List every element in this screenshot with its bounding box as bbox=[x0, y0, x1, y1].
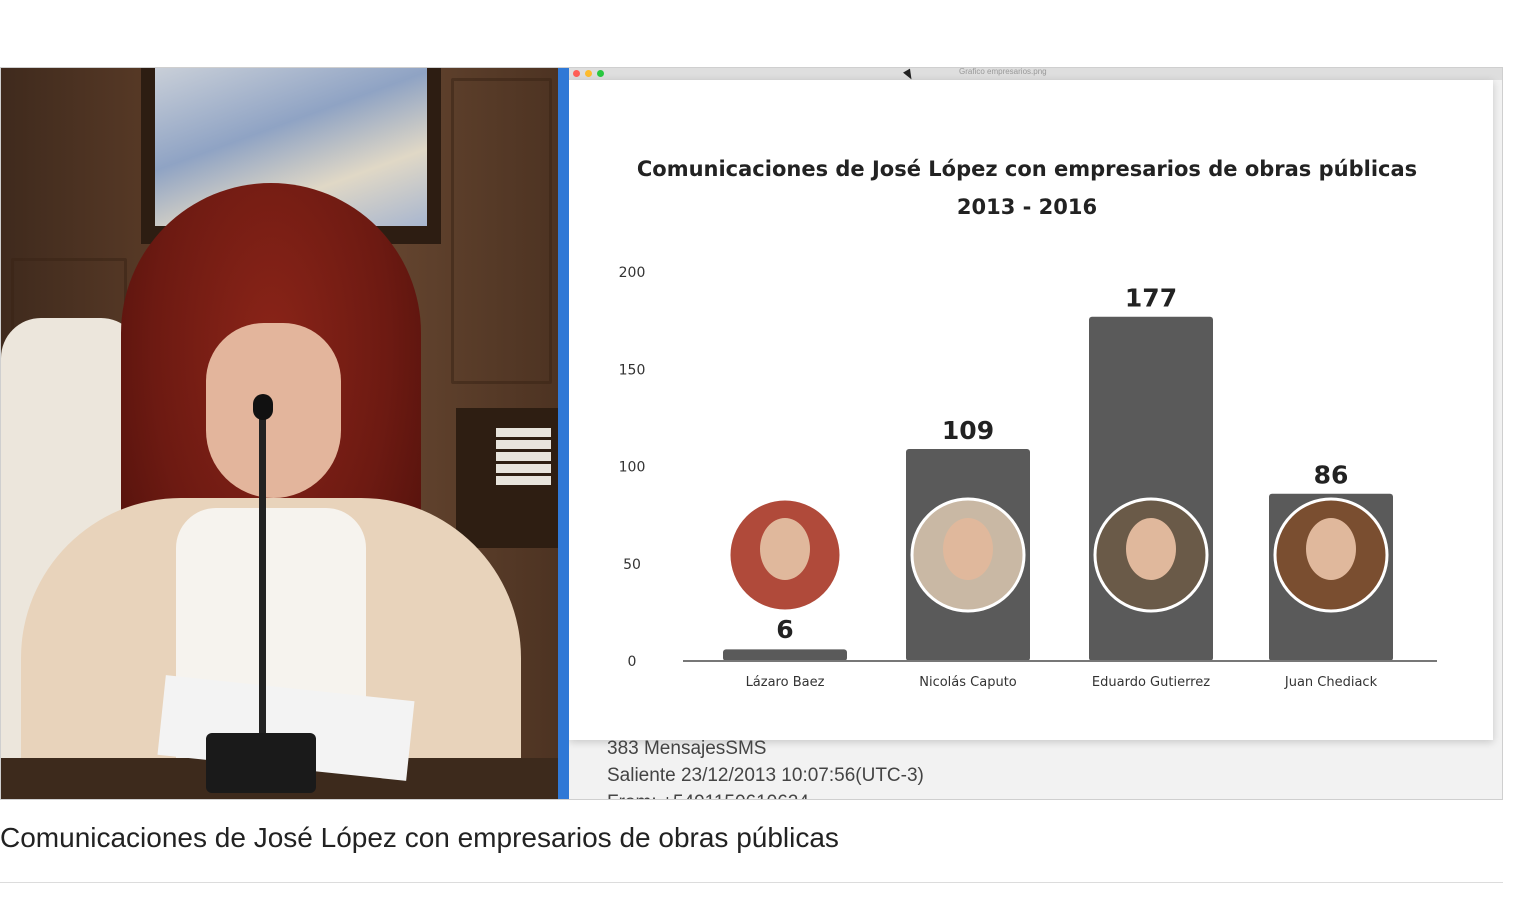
avatar-face bbox=[1306, 518, 1356, 580]
bar-chart: Comunicaciones de José López con empresa… bbox=[619, 157, 1437, 690]
sms-line: Saliente 23/12/2013 10:07:56(UTC-3) bbox=[607, 765, 924, 786]
close-dot-icon[interactable] bbox=[573, 70, 580, 77]
microphone-stand bbox=[259, 413, 266, 733]
avatar-face bbox=[760, 518, 810, 580]
window-title: Grafico empresarios.png bbox=[959, 68, 1047, 76]
image-caption: Comunicaciones de José López con empresa… bbox=[0, 822, 839, 853]
category-label: Nicolás Caputo bbox=[919, 675, 1017, 690]
microphone-base bbox=[206, 733, 316, 793]
y-tick-label: 100 bbox=[619, 460, 646, 476]
sms-line: From: +5491150610624 bbox=[607, 792, 809, 799]
chart-window: Comunicaciones de José López con empresa… bbox=[569, 80, 1493, 740]
sms-line: 383 MensajesSMS bbox=[607, 738, 767, 759]
minimize-dot-icon[interactable] bbox=[585, 70, 592, 77]
avatar-face bbox=[943, 518, 993, 580]
bar-value-label: 109 bbox=[942, 416, 994, 445]
avatar-face bbox=[1126, 518, 1176, 580]
y-tick-label: 150 bbox=[619, 362, 646, 378]
bar-value-label: 177 bbox=[1125, 284, 1177, 313]
bar-value-label: 86 bbox=[1314, 461, 1349, 490]
bar-value-label: 6 bbox=[776, 615, 793, 644]
bar bbox=[723, 649, 847, 661]
shelf bbox=[456, 408, 558, 548]
screen-share-panel: Grafico empresarios.png Comunicaciones d… bbox=[569, 68, 1502, 799]
book bbox=[496, 476, 551, 485]
embedded-media-frame: Grafico empresarios.png Comunicaciones d… bbox=[0, 67, 1503, 800]
y-tick-label: 0 bbox=[628, 654, 637, 670]
category-label: Eduardo Gutierrez bbox=[1092, 675, 1210, 690]
book bbox=[496, 428, 551, 437]
microphone-icon bbox=[253, 394, 273, 420]
y-tick-label: 200 bbox=[619, 265, 646, 281]
category-label: Juan Chediack bbox=[1284, 675, 1378, 690]
video-panel bbox=[1, 68, 558, 799]
chart-title: Comunicaciones de José López con empresa… bbox=[637, 157, 1417, 181]
y-tick-label: 50 bbox=[623, 557, 641, 573]
book bbox=[496, 440, 551, 449]
wall-panel bbox=[451, 78, 552, 384]
caption-divider bbox=[0, 882, 1503, 883]
chart-subtitle: 2013 - 2016 bbox=[957, 195, 1097, 219]
panel-divider bbox=[558, 68, 569, 799]
category-label: Lázaro Baez bbox=[746, 675, 825, 690]
book bbox=[496, 452, 551, 461]
zoom-dot-icon[interactable] bbox=[597, 70, 604, 77]
person-face bbox=[206, 323, 341, 498]
book bbox=[496, 464, 551, 473]
window-titlebar: Grafico empresarios.png bbox=[569, 68, 1502, 80]
